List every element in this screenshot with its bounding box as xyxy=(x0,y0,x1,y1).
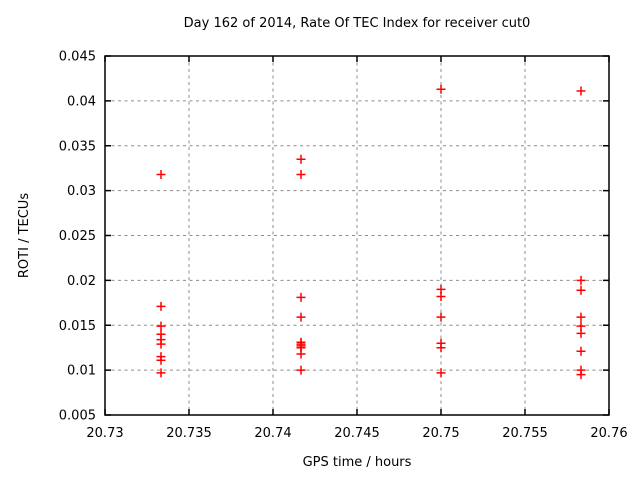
data-point-marker xyxy=(156,355,166,365)
y-tick-label: 0.015 xyxy=(59,319,96,334)
data-point-marker xyxy=(436,292,446,302)
data-point-marker xyxy=(436,84,446,94)
data-point-marker xyxy=(436,343,446,353)
data-point-marker xyxy=(156,301,166,311)
plot-border xyxy=(104,55,610,416)
y-axis-label: ROTI / TECUs xyxy=(17,193,32,278)
data-point-marker xyxy=(576,370,586,380)
data-point-marker xyxy=(156,321,166,331)
x-tick-label: 20.745 xyxy=(334,426,380,441)
data-point-marker xyxy=(296,169,306,179)
y-tick-label: 0.005 xyxy=(59,409,96,424)
data-point-marker xyxy=(576,328,586,338)
y-tick-label: 0.045 xyxy=(59,50,96,65)
x-tick-label: 20.75 xyxy=(422,426,459,441)
data-point-marker xyxy=(576,86,586,96)
data-point-marker xyxy=(156,368,166,378)
data-point-marker xyxy=(436,312,446,322)
data-point-marker xyxy=(576,285,586,295)
data-point-marker xyxy=(156,169,166,179)
y-tick-label: 0.025 xyxy=(59,229,96,244)
x-tick-label: 20.73 xyxy=(86,426,123,441)
y-tick-label: 0.035 xyxy=(59,139,96,154)
data-point-marker xyxy=(296,349,306,359)
data-point-marker xyxy=(576,275,586,285)
x-tick-label: 20.735 xyxy=(166,426,212,441)
data-point-marker xyxy=(296,154,306,164)
y-tick-label: 0.02 xyxy=(67,274,96,289)
data-point-marker xyxy=(436,368,446,378)
x-tick-label: 20.76 xyxy=(590,426,627,441)
x-axis-label: GPS time / hours xyxy=(303,455,412,470)
x-tick-label: 20.755 xyxy=(502,426,548,441)
data-point-marker xyxy=(296,312,306,322)
y-tick-label: 0.01 xyxy=(67,364,96,379)
data-point-marker xyxy=(576,312,586,322)
data-point-marker xyxy=(576,346,586,356)
grid-layer xyxy=(105,56,609,415)
tick-label-layer: 20.73 20.735 20.74 20.745 20.75 20.755 20.76 0.… xyxy=(59,50,628,442)
y-tick-label: 0.04 xyxy=(67,94,96,109)
data-point-marker xyxy=(156,339,166,349)
y-tick-label: 0.03 xyxy=(67,184,96,199)
data-point-marker xyxy=(296,292,306,302)
x-tick-label: 20.74 xyxy=(254,426,291,441)
chart-title: Day 162 of 2014, Rate Of TEC Index for r… xyxy=(184,16,531,31)
data-points-layer xyxy=(156,84,586,380)
data-point-marker xyxy=(296,365,306,375)
